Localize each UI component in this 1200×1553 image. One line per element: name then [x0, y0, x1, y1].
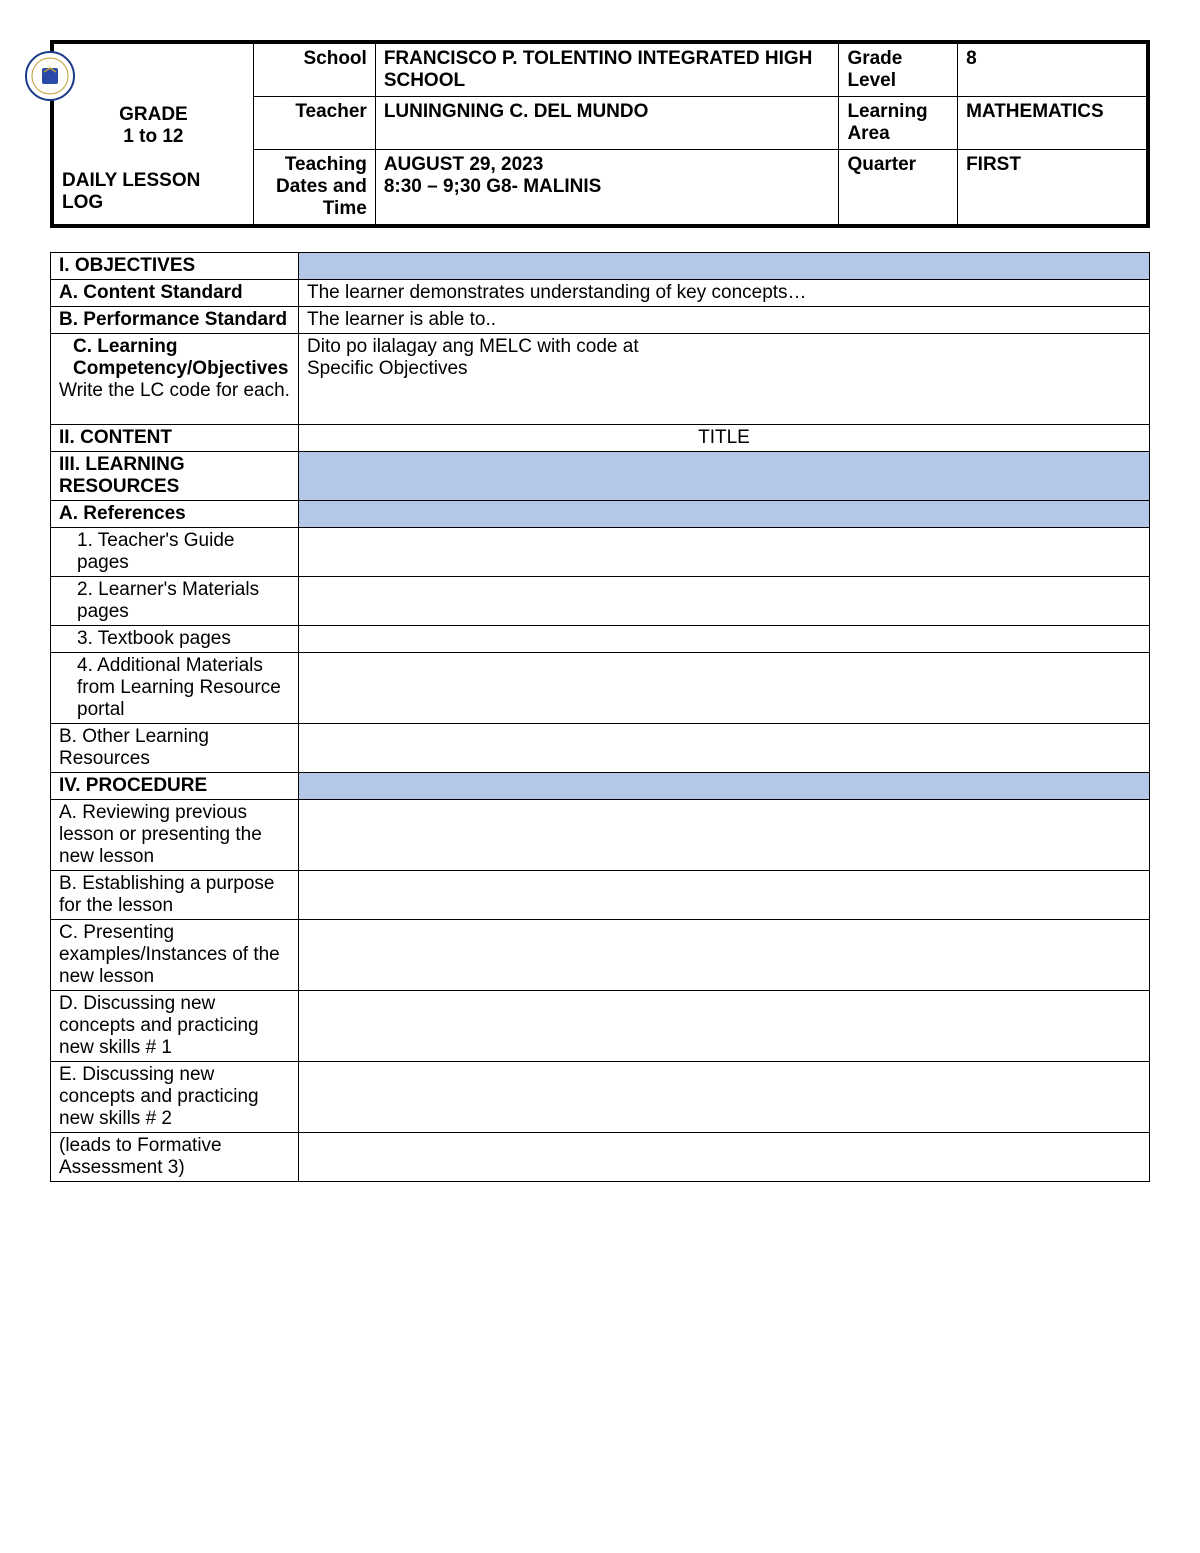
proc-c-value: [299, 920, 1150, 991]
grade-range: 1 to 12: [123, 126, 183, 147]
proc-b-value: [299, 871, 1150, 920]
procedure-header: IV. PROCEDURE: [51, 773, 299, 800]
objectives-bar: [299, 253, 1150, 280]
learning-area-value: MATHEMATICS: [958, 97, 1148, 150]
competency-v1: Dito po ilalagay ang MELC with code at: [307, 336, 639, 357]
header-left-block: GRADE 1 to 12 DAILY LESSON LOG: [52, 42, 253, 226]
dates-value: AUGUST 29, 2023 8:30 – 9;30 G8- MALINIS: [375, 150, 839, 227]
resources-header: III. LEARNING RESOURCES: [51, 452, 299, 501]
dates-line1: AUGUST 29, 2023: [384, 154, 543, 175]
quarter-value: FIRST: [958, 150, 1148, 227]
teacher-value: LUNINGNING C. DEL MUNDO: [375, 97, 839, 150]
refb-value: [299, 724, 1150, 773]
ref-other-resources: B. Other Learning Resources: [51, 724, 299, 773]
header-table: GRADE 1 to 12 DAILY LESSON LOG School FR…: [50, 40, 1150, 228]
ref4-value: [299, 653, 1150, 724]
performance-standard-label: B. Performance Standard: [51, 307, 299, 334]
learning-competency-label: C. Learning Competency/Objectives Write …: [51, 334, 299, 425]
content-title: TITLE: [299, 425, 1150, 452]
competency-sub: Write the LC code for each.: [59, 380, 290, 401]
proc-f-value: [299, 1133, 1150, 1182]
proc-f: (leads to Formative Assessment 3): [51, 1133, 299, 1182]
references-label: A. References: [51, 501, 299, 528]
competency-bold: C. Learning Competency/Objectives: [59, 336, 290, 380]
school-label: School: [253, 42, 375, 97]
school-value: FRANCISCO P. TOLENTINO INTEGRATED HIGH S…: [375, 42, 839, 97]
procedure-bar: [299, 773, 1150, 800]
proc-e-value: [299, 1062, 1150, 1133]
content-header: II. CONTENT: [51, 425, 299, 452]
grade-label: GRADE: [119, 104, 188, 125]
performance-standard-value: The learner is able to..: [299, 307, 1150, 334]
learning-competency-value: Dito po ilalagay ang MELC with code at S…: [299, 334, 1150, 425]
ref2-value: [299, 577, 1150, 626]
references-bar: [299, 501, 1150, 528]
objectives-header: I. OBJECTIVES: [51, 253, 299, 280]
ref-learners-materials: 2. Learner's Materials pages: [51, 577, 299, 626]
dates-line2: 8:30 – 9;30 G8- MALINIS: [384, 176, 602, 197]
deped-logo: [24, 50, 76, 102]
ref3-value: [299, 626, 1150, 653]
proc-e: E. Discussing new concepts and practicin…: [51, 1062, 299, 1133]
ref-teachers-guide: 1. Teacher's Guide pages: [51, 528, 299, 577]
quarter-label: Quarter: [839, 150, 958, 227]
content-table: I. OBJECTIVES A. Content Standard The le…: [50, 252, 1150, 1182]
ref-additional-materials: 4. Additional Materials from Learning Re…: [51, 653, 299, 724]
proc-b: B. Establishing a purpose for the lesson: [51, 871, 299, 920]
dates-label: Teaching Dates and Time: [253, 150, 375, 227]
learning-area-label: Learning Area: [839, 97, 958, 150]
proc-a-value: [299, 800, 1150, 871]
grade-level-label: Grade Level: [839, 42, 958, 97]
grade-level-value: 8: [958, 42, 1148, 97]
proc-d: D. Discussing new concepts and practicin…: [51, 991, 299, 1062]
ref-textbook: 3. Textbook pages: [51, 626, 299, 653]
content-standard-value: The learner demonstrates understanding o…: [299, 280, 1150, 307]
proc-d-value: [299, 991, 1150, 1062]
content-standard-label: A. Content Standard: [51, 280, 299, 307]
dll-title: DAILY LESSON LOG: [62, 170, 245, 214]
teacher-label: Teacher: [253, 97, 375, 150]
competency-v2: Specific Objectives: [307, 358, 468, 379]
proc-a: A. Reviewing previous lesson or presenti…: [51, 800, 299, 871]
ref1-value: [299, 528, 1150, 577]
resources-bar: [299, 452, 1150, 501]
proc-c: C. Presenting examples/Instances of the …: [51, 920, 299, 991]
